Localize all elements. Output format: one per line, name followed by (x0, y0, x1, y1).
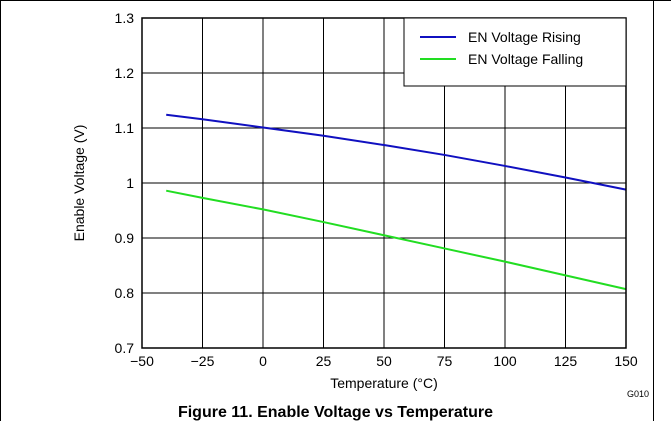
figure-code: G010 (627, 389, 649, 399)
figure-caption: Figure 11. Enable Voltage vs Temperature (177, 404, 494, 421)
x-tick-label: −50 (130, 353, 154, 369)
series-line-falling (166, 189, 627, 291)
legend-label-falling: EN Voltage Falling (468, 51, 583, 67)
y-tick-label: 0.7 (115, 340, 135, 356)
y-tick-label: 1.2 (115, 65, 135, 81)
x-tick-label: 75 (437, 353, 453, 369)
x-tick-label: 150 (614, 353, 638, 369)
y-tick-label: 1.3 (115, 10, 135, 26)
y-tick-label: 0.9 (115, 230, 135, 246)
x-tick-label: 0 (259, 353, 267, 369)
x-tick-label: 125 (554, 353, 578, 369)
y-axis-label: Enable Voltage (V) (71, 125, 87, 242)
legend-box (403, 17, 627, 87)
plot-area-frame (141, 17, 627, 349)
series-line-rising (166, 113, 627, 191)
series-lines (166, 113, 627, 291)
x-tick-label: 100 (493, 353, 517, 369)
axes: −50 −25 0 25 50 75 100 125 150 0.7 0.8 0.9 1 1.1 1.2 1.… (115, 10, 638, 369)
legend: EN Voltage Rising EN Voltage Falling (403, 17, 627, 87)
x-tick-label: 50 (376, 353, 392, 369)
legend-label-rising: EN Voltage Rising (468, 29, 581, 45)
x-tick-label: 25 (316, 353, 332, 369)
x-axis-label: Temperature (°C) (330, 375, 438, 391)
y-tick-label: 1 (126, 175, 134, 191)
x-tick-label: −25 (191, 353, 215, 369)
y-tick-label: 0.8 (115, 285, 135, 301)
y-tick-label: 1.1 (115, 120, 135, 136)
